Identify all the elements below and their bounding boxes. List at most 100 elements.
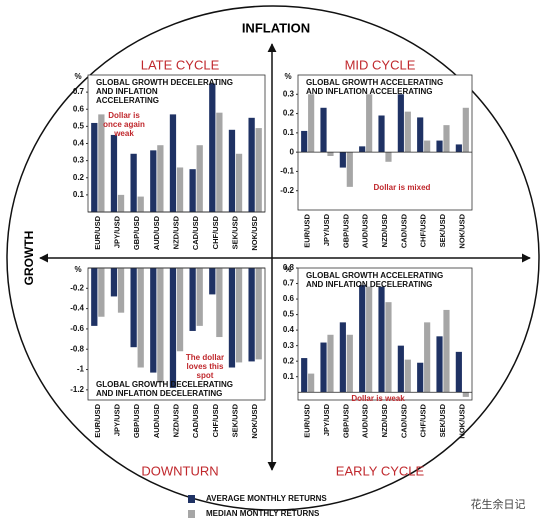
bar xyxy=(255,128,262,212)
cycle-ellipse xyxy=(6,5,540,511)
bar xyxy=(320,342,327,393)
x-tick-label: AUD/USD xyxy=(152,215,161,250)
x-tick-label: EUR/USD xyxy=(93,215,102,249)
bar xyxy=(378,286,385,393)
bar xyxy=(150,268,157,373)
bar xyxy=(137,196,144,212)
y-tick-label: 0.6 xyxy=(283,294,295,303)
x-tick-label: NZD/USD xyxy=(171,403,180,437)
y-tick-label: 0.6 xyxy=(73,104,85,113)
legend-swatch xyxy=(188,510,195,518)
bar xyxy=(91,122,98,212)
bar xyxy=(196,145,203,212)
bar xyxy=(169,268,177,388)
bar xyxy=(443,309,450,393)
bar xyxy=(98,268,105,317)
inflation-label: INFLATION xyxy=(242,20,310,35)
plot-frame xyxy=(87,74,266,213)
x-tick-label: AUD/USD xyxy=(361,403,370,438)
quadrant-title: MID CYCLE xyxy=(345,57,416,72)
x-tick-label: CHF/USD xyxy=(211,215,220,249)
bar xyxy=(327,152,334,156)
bar xyxy=(346,334,353,393)
bar xyxy=(455,144,462,153)
bar xyxy=(169,114,177,212)
y-tick-label: 0.2 xyxy=(283,356,295,365)
y-axis-unit: % xyxy=(74,72,81,81)
bar xyxy=(301,358,308,393)
x-tick-label: NOK/USD xyxy=(250,215,259,250)
bar xyxy=(443,125,450,153)
x-tick-label: NOK/USD xyxy=(250,403,259,438)
y-tick-label: 0.7 xyxy=(283,279,295,288)
bar xyxy=(397,345,404,393)
x-tick-label: CAD/USD xyxy=(399,213,408,248)
bar xyxy=(189,268,196,331)
bar xyxy=(462,392,469,397)
y-tick-label: 0.2 xyxy=(73,173,85,182)
bar xyxy=(157,268,164,383)
y-tick-label: 0.1 xyxy=(73,190,85,199)
y-axis-unit: % xyxy=(74,265,81,274)
x-tick-label: NZD/USD xyxy=(380,213,389,247)
x-tick-label: EUR/USD xyxy=(303,213,312,247)
x-tick-label: JPY/USD xyxy=(322,213,331,246)
bar xyxy=(308,373,315,393)
x-tick-label: NOK/USD xyxy=(457,403,466,438)
bar xyxy=(189,169,196,212)
y-tick-label: 0.4 xyxy=(73,139,85,148)
bar xyxy=(216,268,223,338)
x-tick-label: JPY/USD xyxy=(322,403,331,436)
x-tick-label: NZD/USD xyxy=(171,215,180,249)
x-tick-label: EUR/USD xyxy=(303,403,312,437)
bar xyxy=(308,94,315,153)
y-tick-label: 0.8 xyxy=(283,263,295,272)
x-tick-label: JPY/USD xyxy=(112,403,121,436)
bar xyxy=(385,302,392,393)
annotation: The dollar xyxy=(186,353,224,362)
bar xyxy=(404,111,411,153)
bar xyxy=(346,152,353,187)
legend-label: MEDIAN MONTHLY RETURNS xyxy=(206,509,320,518)
annotation: Dollar is mixed xyxy=(374,183,431,192)
x-tick-label: GBP/USD xyxy=(132,403,141,438)
y-tick-label: -0.8 xyxy=(70,344,84,353)
bar xyxy=(248,117,255,212)
quadrant-subtitle: GLOBAL GROWTH ACCELERATING xyxy=(306,78,443,87)
x-tick-label: AUD/USD xyxy=(361,213,370,248)
y-tick-label: 0.3 xyxy=(283,89,295,98)
bar xyxy=(417,362,424,393)
y-tick-label: -0.4 xyxy=(70,304,84,313)
bar xyxy=(216,112,223,212)
bar xyxy=(339,322,346,393)
y-tick-label: 0.4 xyxy=(283,325,295,334)
quadrant-title: DOWNTURN xyxy=(141,463,218,478)
x-tick-label: EUR/USD xyxy=(93,403,102,437)
quadrant-subtitle: AND INFLATION xyxy=(96,87,158,96)
bar xyxy=(417,117,424,153)
bar xyxy=(157,145,164,212)
quadrant-title: LATE CYCLE xyxy=(141,57,220,72)
quadrant-subtitle: AND INFLATION ACCELERATING xyxy=(306,87,433,96)
x-tick-label: NOK/USD xyxy=(457,213,466,248)
y-axis-unit: % xyxy=(284,265,291,274)
bar xyxy=(424,140,431,153)
y-tick-label: 0.3 xyxy=(73,156,85,165)
x-tick-label: GBP/USD xyxy=(341,213,350,248)
bar xyxy=(301,130,308,153)
y-tick-label: -1 xyxy=(77,365,85,374)
y-tick-label: -0.1 xyxy=(280,167,294,176)
bar xyxy=(235,268,243,363)
bar xyxy=(117,268,125,313)
bar xyxy=(130,268,137,348)
x-tick-label: GBP/USD xyxy=(341,403,350,438)
bar xyxy=(436,140,443,153)
bar xyxy=(209,83,216,212)
legend-swatch xyxy=(188,495,195,503)
y-tick-label: 0.3 xyxy=(283,341,295,350)
x-tick-label: CAD/USD xyxy=(191,215,200,250)
bar xyxy=(110,268,118,297)
x-tick-label: CHF/USD xyxy=(419,213,428,247)
x-tick-label: GBP/USD xyxy=(132,215,141,250)
bar xyxy=(385,152,392,162)
